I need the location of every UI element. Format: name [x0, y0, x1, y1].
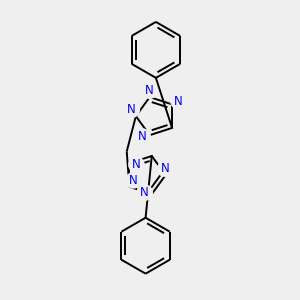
Circle shape: [142, 83, 158, 98]
Text: N: N: [138, 130, 147, 143]
Text: N: N: [128, 103, 136, 116]
Circle shape: [135, 129, 150, 144]
Circle shape: [158, 161, 173, 176]
Circle shape: [126, 173, 141, 188]
Text: N: N: [161, 162, 170, 175]
Circle shape: [129, 157, 144, 172]
Text: N: N: [174, 95, 183, 108]
Circle shape: [171, 94, 186, 109]
Circle shape: [124, 102, 140, 117]
Text: N: N: [140, 186, 149, 199]
Text: N: N: [145, 84, 154, 97]
Text: N: N: [129, 174, 138, 187]
Circle shape: [137, 185, 152, 200]
Text: N: N: [132, 158, 141, 171]
